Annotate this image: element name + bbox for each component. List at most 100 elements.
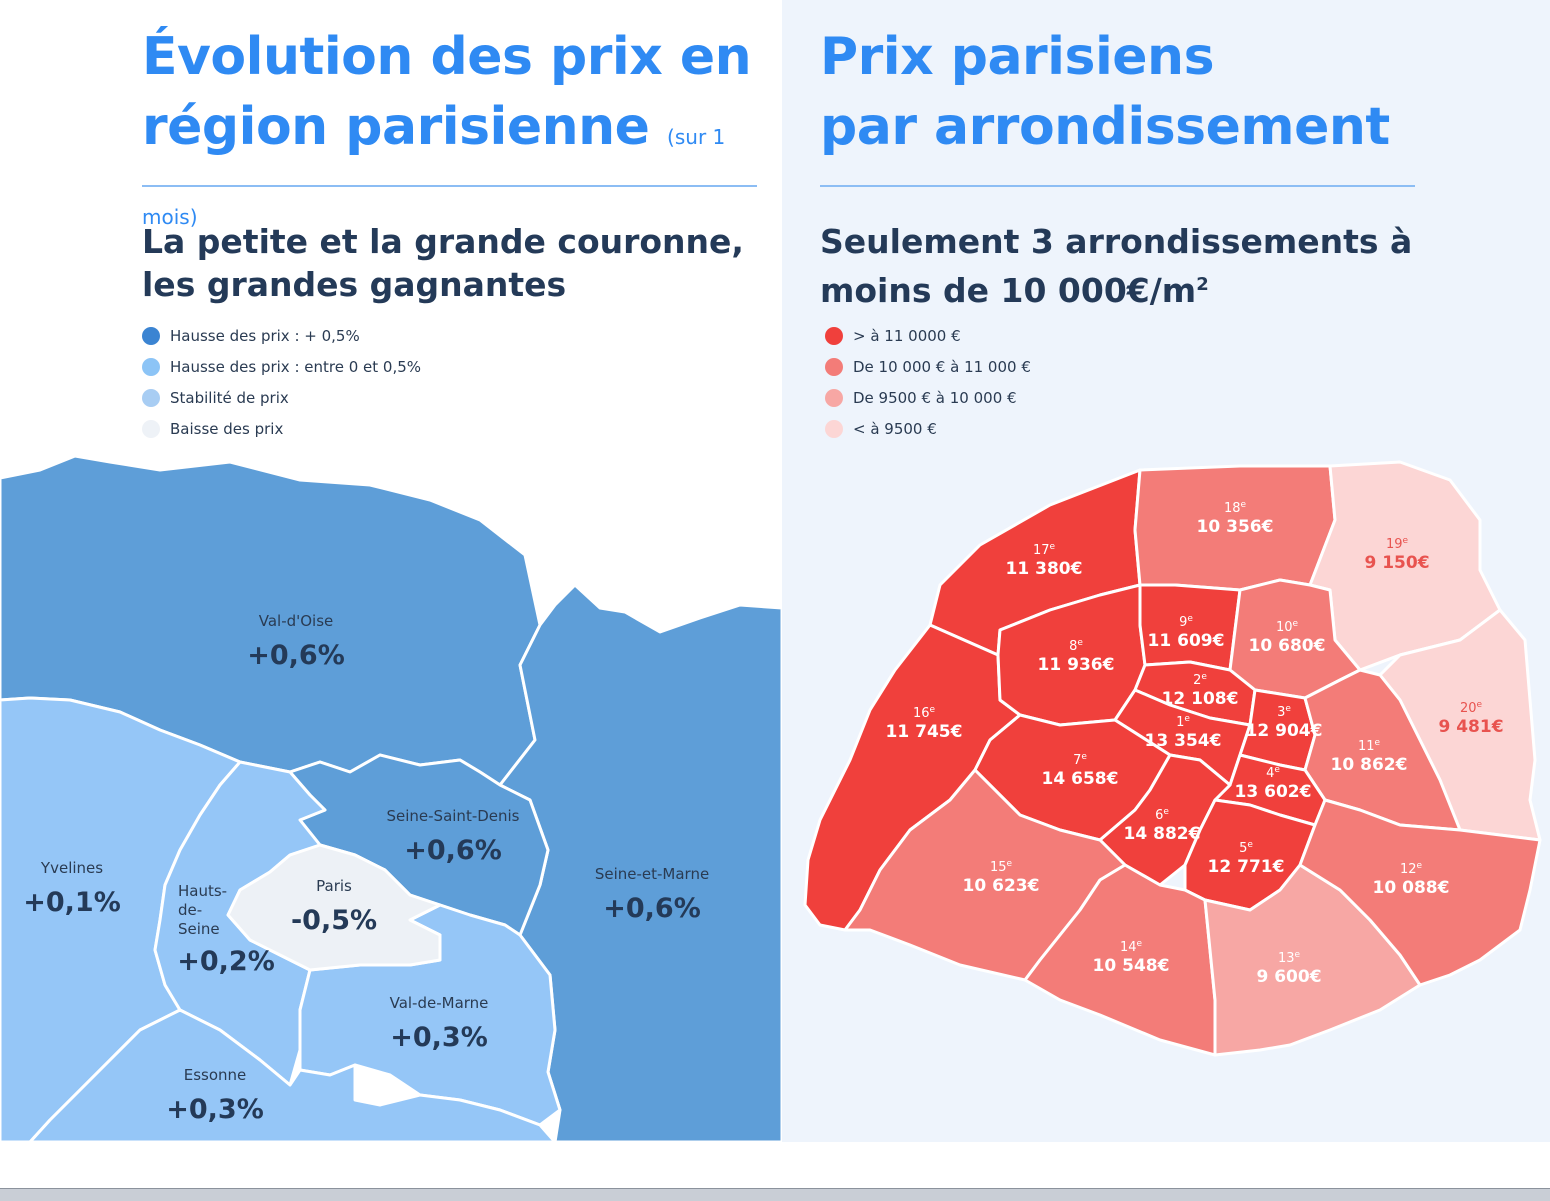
arr-price-19: 9 150€	[1364, 553, 1429, 573]
arr-label-sup-16: e	[930, 705, 936, 715]
idf-legend-item-1: Hausse des prix : + 0,5%	[142, 320, 421, 351]
idf-subtitle-line2: les grandes gagnantes	[142, 265, 567, 304]
arr-price-10: 10 680€	[1249, 636, 1326, 656]
arr-label-sup-5: e	[1247, 840, 1253, 850]
region-value-yvelines: +0,1%	[23, 887, 121, 918]
arr-price-3: 12 904€	[1246, 721, 1323, 741]
arr-label-sup-1: e	[1184, 714, 1190, 724]
idf-legend-swatch-3	[142, 388, 160, 407]
arr-price-8: 11 936€	[1038, 655, 1115, 675]
paris-title-line1: Prix parisiens	[820, 27, 1215, 87]
idf-legend-label-1: Hausse des prix : + 0,5%	[170, 326, 360, 345]
region-name-seine-et-marne: Seine-et-Marne	[595, 865, 709, 883]
arr-6[interactable]	[1098, 753, 1232, 887]
region-paris[interactable]	[226, 843, 442, 972]
region-value-val-d-oise: +0,6%	[247, 640, 345, 671]
arr-price-2: 12 108€	[1162, 689, 1239, 709]
arr-price-18: 10 356€	[1197, 517, 1274, 537]
paris-legend-label-3: De 9500 € à 10 000 €	[853, 388, 1017, 407]
arr-label-sup-4: e	[1274, 765, 1280, 775]
bottom-scroll-strip	[0, 1188, 1550, 1201]
region-value-seine-saint-denis: +0,6%	[404, 835, 502, 866]
arr-12[interactable]	[1298, 798, 1542, 987]
idf-legend: Hausse des prix : + 0,5% Hausse des prix …	[142, 320, 421, 444]
arr-label-sup-13: e	[1295, 950, 1301, 960]
region-value-essonne: +0,3%	[166, 1094, 264, 1125]
paris-legend-swatch-4	[825, 419, 843, 438]
arr-label-sup-7: e	[1081, 752, 1087, 762]
region-essonne[interactable]	[28, 1008, 557, 1142]
arr-price-11: 10 862€	[1331, 755, 1408, 775]
arr-label-sup-14: e	[1137, 939, 1143, 949]
arr-label-sup-10: e	[1293, 619, 1299, 629]
arr-label-sup-3: e	[1285, 704, 1291, 714]
arr-label-sup-11: e	[1375, 738, 1381, 748]
region-name-val-de-marne: Val-de-Marne	[390, 994, 489, 1012]
arr-9[interactable]	[1138, 583, 1242, 672]
paris-subtitle: Seulement 3 arrondissements à moins de 1…	[820, 220, 1412, 312]
paris-subtitle-line1: Seulement 3 arrondissements à	[820, 222, 1413, 261]
arr-price-6: 14 882€	[1124, 824, 1201, 844]
region-value-seine-et-marne: +0,6%	[603, 893, 701, 924]
arr-label-sup-6: e	[1163, 807, 1169, 817]
paris-title: Prix parisiens par arrondissement	[820, 22, 1390, 162]
region-value-val-de-marne: +0,3%	[390, 1022, 488, 1053]
idf-legend-swatch-4	[142, 419, 160, 438]
region-name-hauts-de-seine-line-1: Hauts-	[178, 882, 227, 900]
arr-label-sup-17: e	[1050, 542, 1056, 552]
paris-legend-swatch-2	[825, 357, 843, 376]
paris-legend-item-1: > à 11 0000 €	[825, 320, 1031, 351]
arr-label-sup-15: e	[1007, 859, 1013, 869]
idf-title-line1: Évolution des prix en	[142, 27, 752, 87]
arr-13[interactable]	[1203, 863, 1422, 1057]
arr-label-sup-12: e	[1417, 861, 1423, 871]
idf-legend-label-2: Hausse des prix : entre 0 et 0,5%	[170, 357, 422, 376]
arr-label-sup-20: e	[1477, 700, 1483, 710]
paris-title-line2: par arrondissement	[820, 97, 1390, 157]
idf-title-line2: région parisienne	[142, 97, 650, 157]
region-value-hauts-de-seine: +0,2%	[177, 946, 275, 977]
idf-subtitle-line1: La petite et la grande couronne,	[142, 222, 744, 261]
arr-price-1: 13 354€	[1145, 731, 1222, 751]
arr-14[interactable]	[1023, 863, 1217, 1057]
arr-price-9: 11 609€	[1148, 631, 1225, 651]
idf-legend-swatch-1	[142, 326, 160, 345]
idf-title: Évolution des prix en région parisienne …	[142, 22, 782, 252]
paris-subtitle-line2: moins de 10 000€/m	[820, 271, 1197, 310]
idf-legend-swatch-2	[142, 357, 160, 376]
paris-legend-item-4: < à 9500 €	[825, 413, 1031, 444]
arr-label-sup-19: e	[1403, 536, 1409, 546]
region-name-seine-saint-denis: Seine-Saint-Denis	[386, 807, 519, 825]
arr-price-7: 14 658€	[1042, 769, 1119, 789]
idf-legend-label-4: Baisse des prix	[170, 419, 284, 438]
paris-legend-item-2: De 10 000 € à 11 000 €	[825, 351, 1031, 382]
paris-legend-label-4: < à 9500 €	[853, 419, 937, 438]
paris-legend-label-2: De 10 000 € à 11 000 €	[853, 357, 1031, 376]
region-name-hauts-de-seine-line-3: Seine	[178, 920, 220, 938]
idf-map: Val-d'Oise+0,6%Seine-et-Marne+0,6%Seine-…	[0, 454, 782, 1142]
paris-legend: > à 11 0000 € De 10 000 € à 11 000 € De 95…	[825, 320, 1031, 444]
arr-price-20: 9 481€	[1438, 717, 1503, 737]
arr-price-4: 13 602€	[1235, 782, 1312, 802]
region-name-yvelines: Yvelines	[40, 859, 103, 877]
idf-divider	[142, 185, 757, 187]
paris-legend-item-3: De 9500 € à 10 000 €	[825, 382, 1031, 413]
region-name-hauts-de-seine-line-2: de-	[178, 901, 202, 919]
region-value-paris: -0,5%	[291, 905, 377, 936]
arr-price-13: 9 600€	[1256, 967, 1321, 987]
paris-subtitle-sup: 2	[1196, 274, 1209, 295]
idf-legend-item-3: Stabilité de prix	[142, 382, 421, 413]
paris-divider	[820, 185, 1415, 187]
arr-price-14: 10 548€	[1093, 956, 1170, 976]
arr-price-15: 10 623€	[963, 876, 1040, 896]
arr-price-17: 11 380€	[1006, 559, 1083, 579]
region-name-paris: Paris	[316, 877, 352, 895]
idf-legend-label-3: Stabilité de prix	[170, 388, 289, 407]
idf-legend-item-4: Baisse des prix	[142, 413, 421, 444]
paris-legend-swatch-3	[825, 388, 843, 407]
region-name-essonne: Essonne	[184, 1066, 247, 1084]
arr-label-sup-9: e	[1187, 614, 1193, 624]
arr-label-sup-8: e	[1077, 638, 1083, 648]
arr-label-sup-18: e	[1241, 500, 1247, 510]
